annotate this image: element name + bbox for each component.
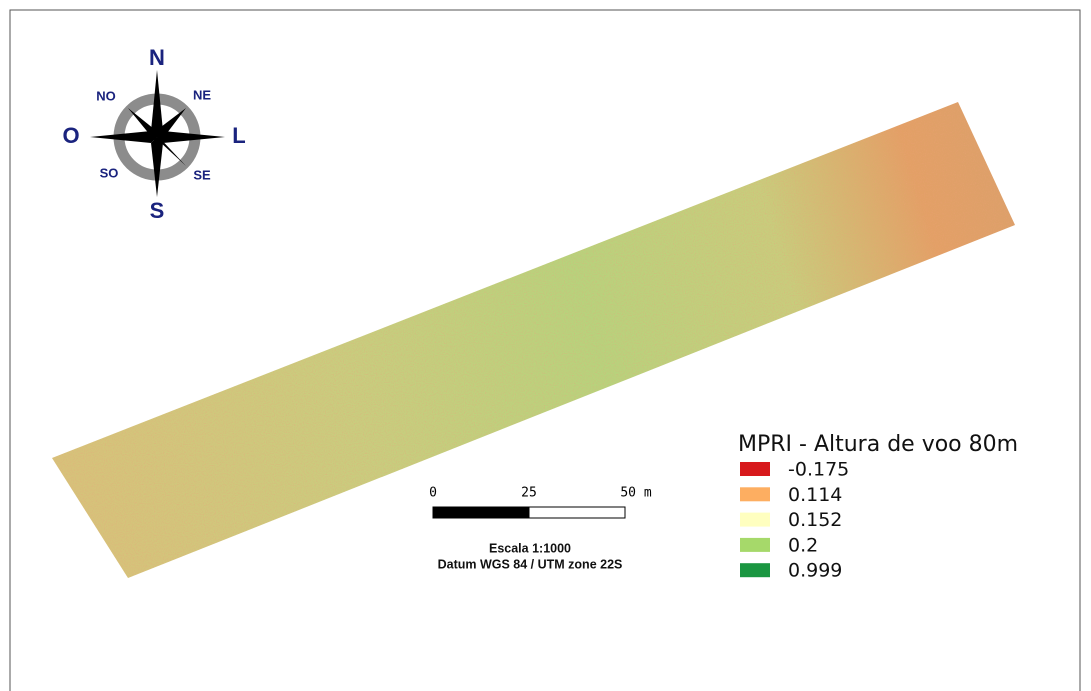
map-layout: N S O L NO NE SO SE 0 25 50 m Escala 1:1… (0, 0, 1091, 691)
scale-text: Escala 1:1000 (489, 541, 571, 555)
scale-label: 25 (521, 486, 537, 501)
legend-label: 0.999 (788, 560, 842, 582)
compass-label: NE (193, 87, 211, 102)
scale-label: 0 (429, 486, 437, 501)
scale-label: 50 m (620, 486, 651, 501)
datum-text: Datum WGS 84 / UTM zone 22S (438, 557, 623, 571)
legend-swatch (740, 563, 770, 577)
legend-swatch (740, 538, 770, 552)
legend-swatch (740, 487, 770, 501)
legend-swatch (740, 462, 770, 476)
compass-label: S (150, 198, 165, 223)
compass-label: NO (96, 88, 116, 103)
legend-label: 0.2 (788, 534, 818, 556)
compass-label: SO (100, 165, 119, 180)
compass-label: O (62, 123, 79, 148)
legend-swatch (740, 513, 770, 527)
compass-label: N (149, 45, 165, 70)
legend-label: 0.152 (788, 509, 842, 531)
legend-label: -0.175 (788, 459, 849, 481)
compass-label: L (232, 123, 245, 148)
legend-title: MPRI - Altura de voo 80m (738, 432, 1018, 457)
legend-label: 0.114 (788, 484, 842, 506)
compass-label: SE (193, 167, 211, 182)
